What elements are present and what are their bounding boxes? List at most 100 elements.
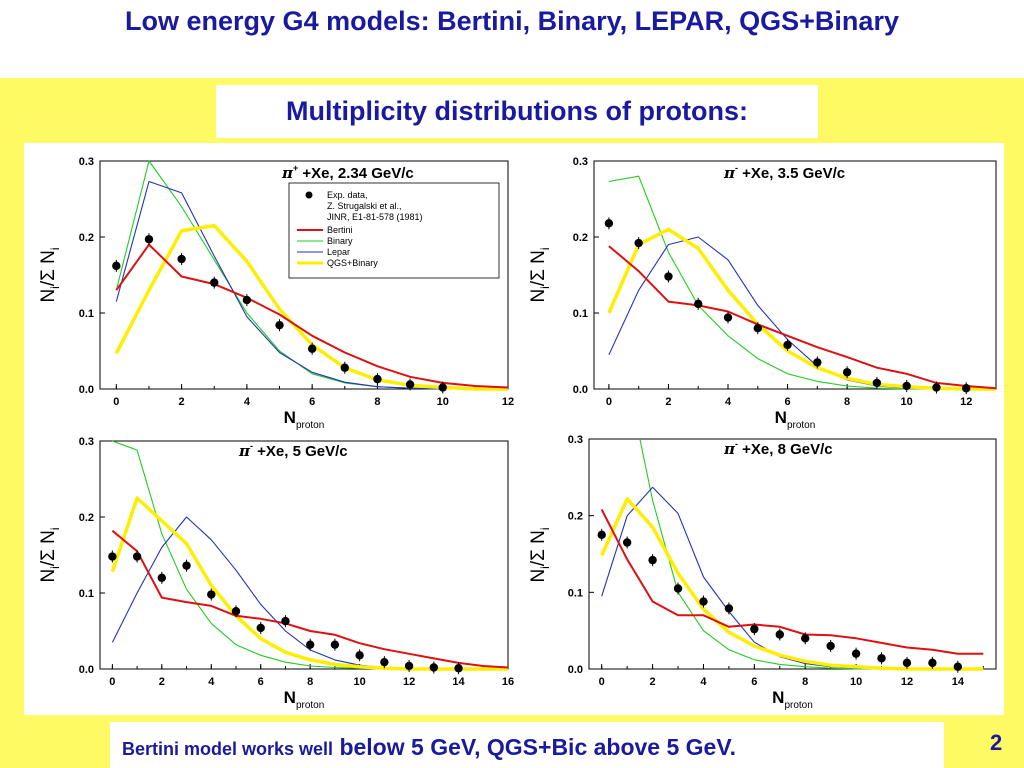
x-axis-label: Nproton — [284, 408, 325, 431]
x-tick-label: 8 — [374, 396, 380, 408]
exp-data-point — [242, 295, 252, 305]
series-line-binary — [112, 440, 508, 670]
series-line-qgs-binary — [110, 496, 508, 671]
exp-data-point — [380, 657, 389, 667]
chart-title-particle: π — [723, 164, 736, 182]
series-line-qgs-binary — [600, 497, 984, 671]
x-tick-label: 14 — [952, 676, 965, 688]
chart-title-rest: +Xe, 2.34 GeV/c — [298, 165, 414, 182]
exp-data-point — [405, 380, 415, 389]
y-tick-label: 0.2 — [79, 512, 94, 524]
plots-panel: 0 2 4 6 8 10 12 0.0 0.1 0.2 0.3 Nproton Ni/Σ Ni π+ +X… — [24, 143, 1004, 715]
exp-data-point — [842, 368, 852, 377]
chart-title-charge: - — [735, 163, 738, 173]
y-axis-label: Ni/Σ Ni — [38, 247, 62, 302]
exp-data-point — [256, 623, 265, 633]
exp-data-point — [132, 552, 142, 561]
x-tick-label: 2 — [650, 676, 656, 688]
exp-data-point — [648, 555, 657, 565]
exp-data-point — [305, 640, 315, 649]
exp-data-point — [210, 278, 219, 287]
y-axis-label-part: /Σ N — [528, 250, 549, 286]
exp-data-point — [928, 658, 937, 668]
x-tick-label: 4 — [244, 396, 251, 408]
x-tick-label: 6 — [784, 396, 790, 408]
chart-title-rest: +Xe, 3.5 GeV/c — [738, 165, 845, 182]
exp-data-point — [597, 530, 606, 540]
x-axis-label-main: N — [772, 688, 784, 707]
y-tick-label: 0.3 — [79, 156, 94, 168]
x-tick-label: 16 — [502, 676, 514, 688]
chart-title-particle: π — [281, 164, 294, 182]
y-tick-label: 0.0 — [568, 664, 583, 676]
x-tick-label: 2 — [179, 396, 185, 408]
exp-data-point — [851, 649, 861, 658]
x-tick-label: 8 — [307, 676, 313, 688]
exp-data-point — [694, 299, 703, 309]
exp-data-point — [826, 641, 835, 651]
chart-title-particle: π — [723, 440, 736, 458]
y-axis-label: Ni/Σ Ni — [38, 527, 62, 582]
exp-data-point — [330, 640, 340, 649]
series-line-lepar — [601, 486, 984, 670]
axes-frame — [99, 440, 509, 670]
y-tick-label: 0.1 — [573, 308, 588, 320]
y-axis-label-part: i — [538, 566, 552, 569]
exp-data-point — [801, 634, 810, 643]
series-line-bertini — [600, 509, 984, 655]
y-tick-label: 0.0 — [79, 384, 94, 396]
y-tick-label: 0.0 — [79, 664, 94, 676]
exp-data-point — [962, 384, 971, 393]
exp-data-point — [373, 374, 382, 384]
x-tick-label: 4 — [700, 676, 707, 688]
x-tick-label: 0 — [109, 676, 115, 688]
chart-title-charge: - — [250, 441, 253, 451]
y-axis-label-part: N — [38, 289, 59, 303]
chart-title: π- +Xe, 3.5 GeV/c — [723, 163, 845, 182]
y-axis-label-part: i — [48, 566, 62, 569]
x-tick-label: 4 — [208, 676, 215, 688]
x-axis-label-sub: proton — [296, 700, 324, 711]
y-tick-label: 0.2 — [573, 232, 588, 244]
series-line-bertini — [111, 529, 509, 669]
exp-data-point — [723, 313, 733, 322]
x-tick-label: 2 — [159, 676, 165, 688]
exp-data-point — [112, 261, 121, 271]
legend-label-exp: Exp. data, — [327, 190, 368, 200]
exp-data-point — [340, 363, 349, 372]
chart-title-particle: π — [238, 442, 251, 460]
x-tick-label: 0 — [599, 676, 605, 688]
chart-title-rest: +Xe, 5 GeV/c — [253, 443, 348, 460]
exp-data-point — [953, 662, 963, 671]
x-axis-label: Nproton — [775, 408, 816, 431]
legend-label-qgs_binary: QGS+Binary — [327, 258, 378, 268]
series-line-lepar — [608, 236, 996, 390]
y-tick-label: 0.2 — [79, 232, 94, 244]
legend-label-binary: Binary — [327, 236, 353, 246]
exp-data-point — [724, 604, 734, 613]
exp-data-point — [750, 624, 759, 634]
y-tick-label: 0.0 — [573, 384, 588, 396]
x-axis-label: Nproton — [772, 688, 813, 711]
exp-data-point — [404, 661, 414, 671]
x-tick-label: 2 — [665, 396, 671, 408]
x-tick-label: 8 — [844, 396, 850, 408]
chart-title: π- +Xe, 8 GeV/c — [723, 439, 833, 458]
exp-data-point — [429, 663, 439, 672]
footer-text-big: below 5 GeV, QGS+Bic above 5 GeV. — [333, 734, 736, 760]
exp-data-point — [699, 597, 708, 606]
exp-data-point — [177, 254, 186, 264]
x-axis-label-sub: proton — [296, 420, 324, 431]
axes-frame — [593, 160, 997, 390]
legend-label-lepar: Lepar — [327, 247, 350, 257]
series-line-binary — [608, 175, 996, 390]
x-axis-label-sub: proton — [784, 700, 812, 711]
exp-data-point — [182, 561, 191, 570]
exp-data-point — [753, 324, 762, 333]
y-tick-label: 0.3 — [79, 436, 94, 448]
legend-label-bertini: Bertini — [327, 225, 353, 235]
